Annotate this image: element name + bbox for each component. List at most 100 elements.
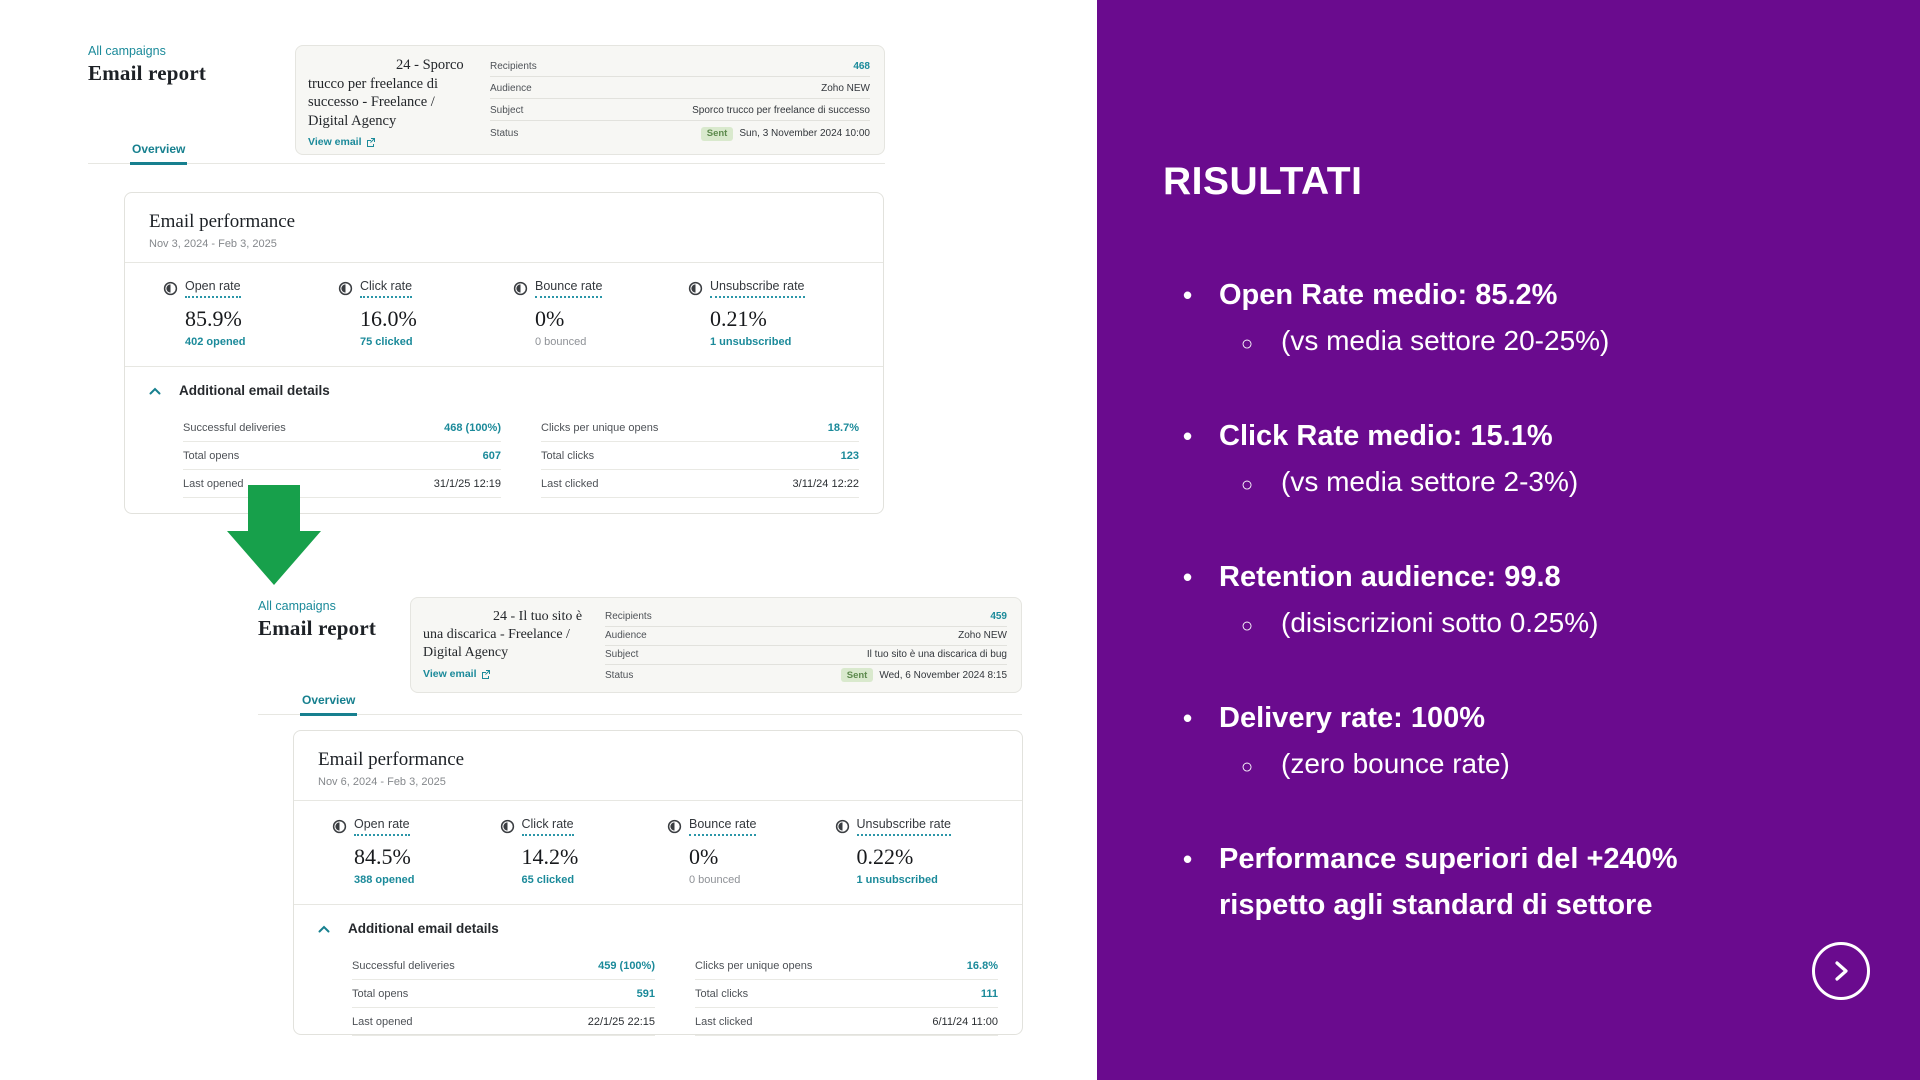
metric-click-rate: Click rate 16.0% 75 clicked (338, 279, 513, 348)
metric-subvalue[interactable]: 1 unsubscribed (856, 874, 938, 886)
detail-label: Clicks per unique opens (541, 421, 659, 434)
field-label: Recipients (490, 60, 537, 72)
performance-title: Email performance (318, 749, 465, 770)
field-status: Status Sent Sun, 3 November 2024 10:00 (490, 124, 870, 145)
page-title: Email report (258, 616, 377, 640)
metric-value: 14.2% (521, 844, 579, 869)
detail-value: 459 (100%) (598, 959, 655, 972)
collapse-chevron-up-icon[interactable] (149, 387, 161, 395)
bullet-dot: • (1183, 280, 1193, 310)
metric-label[interactable]: Open rate (354, 817, 410, 836)
tab-overview[interactable]: Overview (130, 142, 188, 165)
result-text: Retention audience: 99.8 (1219, 561, 1561, 593)
detail-label: Total clicks (695, 987, 749, 1000)
detail-total-clicks: Total clicks 111 (695, 980, 998, 1008)
result-open-rate: • Open Rate medio: 85.2% ○ (vs media setto… (1183, 272, 1843, 367)
tab-overview[interactable]: Overview (300, 693, 358, 716)
rate-icon (513, 281, 528, 296)
next-slide-button[interactable] (1812, 942, 1870, 1000)
detail-label: Total opens (183, 449, 240, 462)
results-list: • Open Rate medio: 85.2% ○ (vs media setto… (1183, 272, 1843, 974)
performance-date-range: Nov 3, 2024 - Feb 3, 2025 (149, 238, 277, 250)
performance-title: Email performance (149, 211, 296, 232)
page-title: Email report (88, 61, 207, 85)
metric-subvalue[interactable]: 402 opened (185, 336, 246, 348)
result-text-line2: rispetto agli standard di settore (1219, 889, 1653, 921)
field-audience: Audience Zoho NEW (490, 80, 870, 99)
metric-open-rate: Open rate 84.5% 388 opened (332, 817, 500, 886)
metric-subvalue[interactable]: 75 clicked (360, 336, 413, 348)
detail-clicks-per-unique-opens: Clicks per unique opens 18.7% (541, 414, 859, 442)
rate-icon (688, 281, 703, 296)
performance-date-range: Nov 6, 2024 - Feb 3, 2025 (318, 776, 446, 788)
metric-subvalue[interactable]: 1 unsubscribed (710, 336, 792, 348)
metric-subvalue[interactable]: 65 clicked (521, 874, 575, 886)
detail-value: 16.8% (966, 959, 998, 972)
field-label: Audience (605, 630, 647, 641)
metric-open-rate: Open rate 85.9% 402 opened (163, 279, 338, 348)
green-down-arrow (227, 485, 321, 585)
rate-icon (667, 819, 682, 834)
bullet-dot: • (1183, 421, 1193, 451)
bullet-dot: • (1183, 703, 1193, 733)
metric-label[interactable]: Click rate (521, 817, 574, 836)
field-value: 468 (853, 60, 870, 72)
view-email-label: View email (423, 667, 477, 680)
field-label: Audience (490, 82, 532, 94)
metric-subvalue: 0 bounced (535, 336, 587, 348)
all-campaigns-link[interactable]: All campaigns (258, 599, 336, 613)
metric-subvalue[interactable]: 388 opened (354, 874, 415, 886)
metric-label[interactable]: Bounce rate (535, 279, 603, 298)
field-subject: Subject Sporco trucco per freelance di s… (490, 102, 870, 121)
metric-label[interactable]: Bounce rate (689, 817, 757, 836)
metric-subvalue: 0 bounced (689, 874, 741, 886)
detail-value: 3/11/24 12:22 (792, 477, 859, 490)
rate-icon (500, 819, 514, 834)
result-retention: • Retention audience: 99.8 ○ (disiscrizio… (1183, 554, 1843, 649)
detail-value: 6/11/24 11:00 (932, 1015, 998, 1028)
detail-label: Clicks per unique opens (695, 959, 813, 972)
field-label: Subject (605, 649, 639, 660)
field-subject: Subject Il tuo sito è una discarica di b… (605, 646, 1007, 665)
metric-value: 84.5% (354, 844, 411, 869)
detail-total-opens: Total opens 591 (352, 980, 655, 1008)
rate-icon (332, 819, 347, 834)
field-value: Sporco trucco per freelance di successo (692, 104, 870, 116)
result-subtext: (zero bounce rate) (1281, 748, 1510, 779)
detail-label: Total clicks (541, 449, 595, 462)
field-recipients: Recipients 468 (490, 58, 870, 77)
result-subtext: (vs media settore 20-25%) (1281, 325, 1610, 356)
detail-successful-deliveries: Successful deliveries 468 (100%) (183, 414, 501, 442)
result-subtext: (disiscrizioni sotto 0.25%) (1281, 607, 1599, 638)
metric-unsubscribe-rate: Unsubscribe rate 0.21% 1 unsubscribed (688, 279, 863, 348)
sub-bullet-circle: ○ (1241, 333, 1254, 355)
detail-label: Last opened (352, 1015, 413, 1028)
additional-details-title: Additional email details (179, 383, 330, 398)
result-text: Performance superiori del +240% (1219, 843, 1678, 875)
email-performance-card: Email performance Nov 6, 2024 - Feb 3, 2… (293, 730, 1023, 1036)
view-email-link[interactable]: View email (308, 136, 376, 148)
detail-label: Last clicked (541, 477, 599, 490)
metric-label[interactable]: Click rate (360, 279, 413, 298)
view-email-link[interactable]: View email (423, 668, 491, 680)
metric-label[interactable]: Open rate (185, 279, 241, 298)
metric-bounce-rate: Bounce rate 0% 0 bounced (667, 817, 835, 886)
rate-icon (163, 281, 178, 296)
metric-label[interactable]: Unsubscribe rate (856, 817, 951, 836)
result-click-rate: • Click Rate medio: 15.1% ○ (vs media sett… (1183, 413, 1843, 508)
detail-last-clicked: Last clicked 3/11/24 12:22 (541, 470, 859, 498)
result-delivery: • Delivery rate: 100% ○ (zero bounce rate) (1183, 695, 1843, 790)
detail-value: 468 (100%) (444, 421, 501, 434)
detail-value: 18.7% (827, 421, 859, 434)
collapse-chevron-up-icon[interactable] (318, 925, 330, 933)
results-panel: RISULTATI • Open Rate medio: 85.2% ○ (vs m… (1097, 0, 1920, 1080)
campaign-name: 24 - Il tuo sito è una discarica - Freel… (423, 609, 583, 660)
result-text: Click Rate medio: 15.1% (1219, 420, 1553, 452)
metric-label[interactable]: Unsubscribe rate (710, 279, 805, 298)
metric-value: 85.9% (185, 306, 242, 331)
detail-last-opened: Last opened 22/1/25 22:15 (352, 1008, 655, 1036)
all-campaigns-link[interactable]: All campaigns (88, 44, 166, 58)
metric-value: 0% (535, 306, 565, 331)
metric-bounce-rate: Bounce rate 0% 0 bounced (513, 279, 688, 348)
rate-icon (835, 819, 849, 834)
